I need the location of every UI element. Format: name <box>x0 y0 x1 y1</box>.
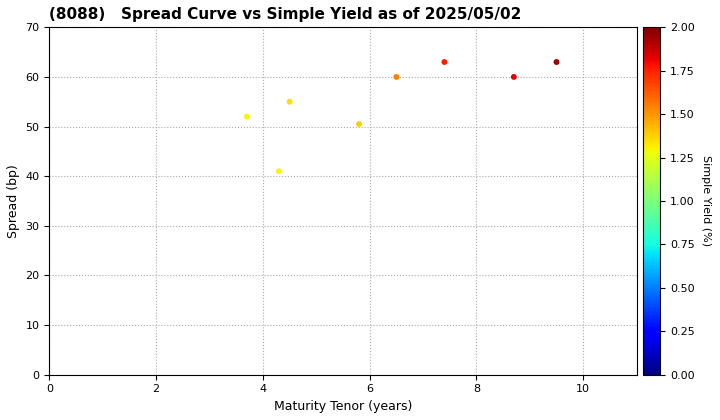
Y-axis label: Simple Yield (%): Simple Yield (%) <box>701 155 711 247</box>
Point <box>284 98 295 105</box>
Point <box>273 168 284 175</box>
Point <box>390 74 402 80</box>
Point <box>551 59 562 66</box>
Text: (8088)   Spread Curve vs Simple Yield as of 2025/05/02: (8088) Spread Curve vs Simple Yield as o… <box>50 7 522 22</box>
Point <box>438 59 450 66</box>
Point <box>241 113 253 120</box>
Point <box>508 74 520 80</box>
Point <box>354 121 365 127</box>
X-axis label: Maturity Tenor (years): Maturity Tenor (years) <box>274 400 412 413</box>
Y-axis label: Spread (bp): Spread (bp) <box>7 164 20 238</box>
